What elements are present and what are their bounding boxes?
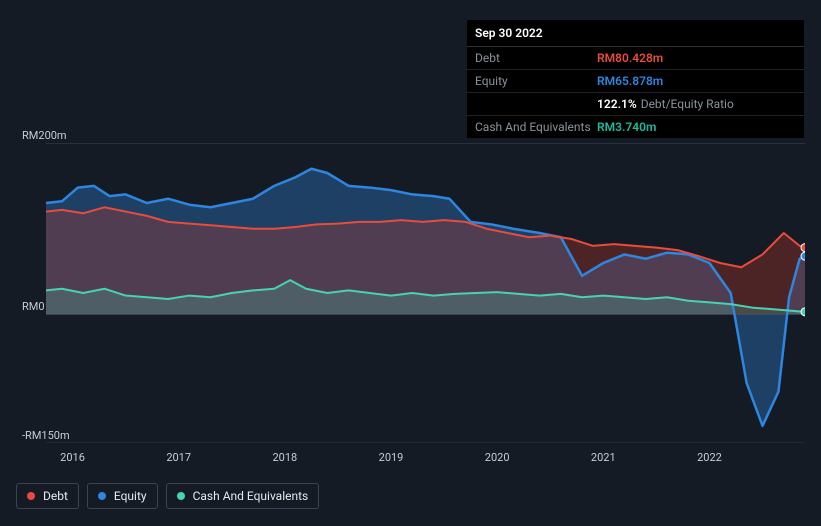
x-axis-label: 2022 bbox=[697, 451, 722, 464]
y-axis-label: -RM150m bbox=[22, 429, 70, 442]
legend: Debt Equity Cash And Equivalents bbox=[16, 483, 319, 509]
legend-label: Debt bbox=[43, 489, 68, 503]
tooltip-label bbox=[475, 97, 597, 111]
x-axis-label: 2019 bbox=[379, 451, 404, 464]
tooltip-row: 122.1%Debt/Equity Ratio bbox=[467, 93, 804, 116]
y-axis-label: RM0 bbox=[22, 300, 45, 313]
legend-item[interactable]: Debt bbox=[16, 483, 79, 509]
tooltip-panel: Sep 30 2022 DebtRM80.428mEquityRM65.878m… bbox=[467, 20, 804, 138]
legend-item[interactable]: Cash And Equivalents bbox=[166, 483, 320, 509]
tooltip-value: RM65.878m bbox=[597, 74, 663, 88]
x-axis-label: 2018 bbox=[272, 451, 297, 464]
legend-dot-icon bbox=[27, 492, 35, 500]
x-axis-label: 2016 bbox=[60, 451, 85, 464]
tooltip-row: EquityRM65.878m bbox=[467, 70, 804, 93]
legend-dot-icon bbox=[98, 492, 106, 500]
tooltip-label: Equity bbox=[475, 74, 597, 88]
y-axis-label: RM200m bbox=[22, 129, 67, 142]
x-axis-label: 2021 bbox=[591, 451, 616, 464]
tooltip-date: Sep 30 2022 bbox=[467, 20, 804, 47]
tooltip-value: 122.1%Debt/Equity Ratio bbox=[597, 97, 734, 111]
tooltip-row: DebtRM80.428m bbox=[467, 47, 804, 70]
tooltip-value: RM80.428m bbox=[597, 51, 663, 65]
x-axis-label: 2020 bbox=[485, 451, 510, 464]
legend-dot-icon bbox=[177, 492, 185, 500]
legend-item[interactable]: Equity bbox=[87, 483, 158, 509]
tooltip-label: Debt bbox=[475, 51, 597, 65]
chart-plot bbox=[16, 143, 805, 443]
legend-label: Equity bbox=[114, 489, 147, 503]
legend-label: Cash And Equivalents bbox=[193, 489, 309, 503]
tooltip-sublabel: Debt/Equity Ratio bbox=[641, 97, 734, 111]
chart-container: RM200m RM0 -RM150m 2016 2017 2018 2019 2020 202… bbox=[16, 125, 805, 510]
x-axis-label: 2017 bbox=[166, 451, 191, 464]
